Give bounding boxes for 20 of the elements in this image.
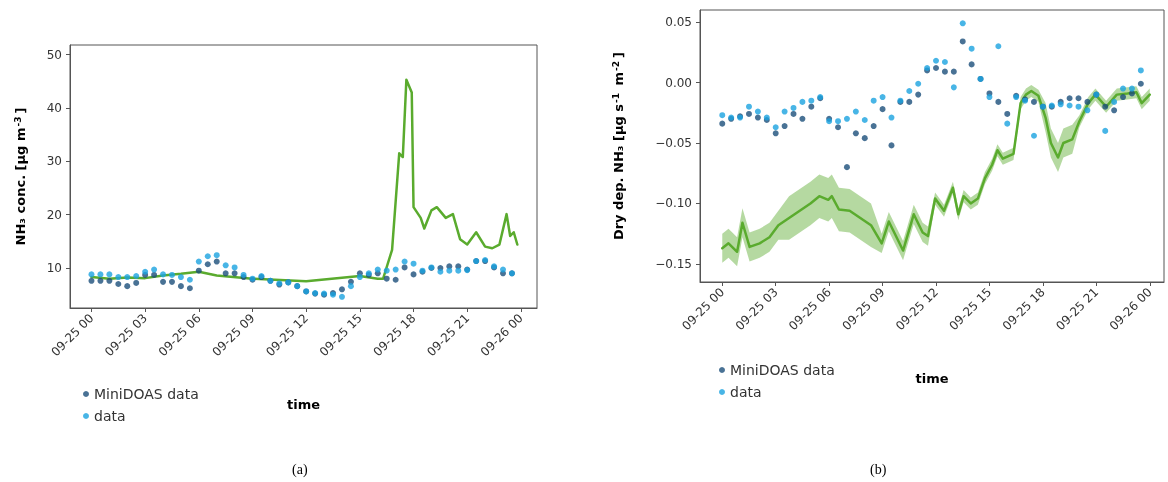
text: (a) [292,461,308,478]
y-tick-label: 50 [46,47,62,62]
y-axis-title: NH₃ conc. [µg m-3] [12,107,28,246]
legend-label: data [730,384,762,400]
legend-label: MiniDOAS data [730,362,835,378]
y-tick-label: 30 [46,154,62,169]
x-axis-title: time [286,397,321,412]
legend-label: data [94,408,126,424]
text: (b) [870,461,887,478]
y-tick-label: 40 [46,100,62,115]
x-axis-title: time [915,371,949,386]
y-tick-label: 0.00 [665,75,692,90]
y-tick-label: 20 [46,207,62,222]
y-tick-label: −0.15 [655,256,692,271]
y-tick-label: −0.05 [655,135,692,150]
y-axis-title: Dry dep. NH₃ [µg s-1 m-2] [610,51,626,241]
y-tick-label: −0.10 [655,196,692,211]
legend-label: MiniDOAS data [94,386,199,402]
y-tick-label: 10 [46,260,62,275]
y-tick-label: 0.05 [665,15,692,30]
